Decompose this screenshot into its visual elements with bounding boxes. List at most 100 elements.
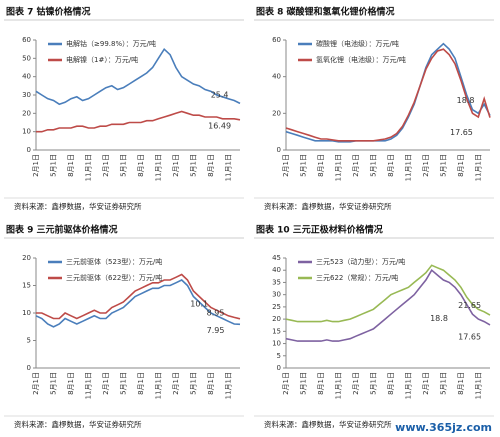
y-tick-label: 50 xyxy=(22,54,31,62)
x-tick-label: 11月1日 xyxy=(84,372,92,399)
source: 资料来源：鑫椤数据，华安证券研究所 xyxy=(264,419,392,429)
legend-label: 三元前驱体（523型）：万元/吨 xyxy=(66,257,162,266)
x-tick-label: 8月1日 xyxy=(387,154,395,177)
y-tick-label: 60 xyxy=(22,36,31,44)
annotation: 25.4 xyxy=(211,91,229,100)
legend-label: 氢氧化锂（电池级）：万元/吨 xyxy=(316,55,406,64)
x-tick-label: 5月1日 xyxy=(299,154,307,177)
annotation: 8.95 xyxy=(207,309,225,318)
x-tick-label: 2月1日 xyxy=(102,372,110,395)
x-tick-label: 5月1日 xyxy=(369,154,377,177)
y-tick-label: 25 xyxy=(272,303,281,311)
y-tick-label: 10 xyxy=(22,128,31,136)
x-tick-label: 2月1日 xyxy=(172,154,180,177)
annotation: 18.8 xyxy=(457,96,475,105)
y-tick-label: 20 xyxy=(272,109,281,117)
series-line xyxy=(36,110,241,133)
y-tick-label: 20 xyxy=(272,315,281,323)
y-tick-label: 30 xyxy=(22,91,31,99)
y-tick-label: 5 xyxy=(27,337,31,345)
x-tick-label: 5月1日 xyxy=(299,372,307,395)
y-tick-label: 35 xyxy=(272,278,281,286)
annotation: 18.8 xyxy=(430,314,448,323)
x-tick-label: 2月1日 xyxy=(352,372,360,395)
annotation: 10.1 xyxy=(190,300,208,309)
x-tick-label: 2月1日 xyxy=(172,372,180,395)
x-tick-label: 5月1日 xyxy=(439,154,447,177)
annotation: 16.49 xyxy=(208,121,231,130)
annotation: 7.95 xyxy=(207,326,225,335)
y-tick-label: 15 xyxy=(22,282,31,290)
chart-title: 图表 9 三元前驱体价格情况 xyxy=(6,224,118,236)
y-tick-label: 15 xyxy=(272,327,281,335)
x-tick-label: 8月1日 xyxy=(137,154,145,177)
series-line xyxy=(36,273,241,320)
x-tick-label: 2月1日 xyxy=(32,154,40,177)
source: 资料来源：鑫椤数据，华安证券研究所 xyxy=(264,201,392,211)
annotation: 21.65 xyxy=(458,301,481,310)
x-tick-label: 11月1日 xyxy=(404,154,412,181)
y-tick-label: 45 xyxy=(272,254,281,262)
x-tick-label: 5月1日 xyxy=(49,372,57,395)
x-tick-label: 11月1日 xyxy=(154,154,162,181)
y-tick-label: 20 xyxy=(22,254,31,262)
x-tick-label: 8月1日 xyxy=(317,154,325,177)
y-tick-label: 0 xyxy=(27,364,31,372)
x-tick-label: 2月1日 xyxy=(32,372,40,395)
x-tick-label: 5月1日 xyxy=(189,372,197,395)
x-tick-label: 5月1日 xyxy=(49,154,57,177)
x-tick-label: 11月1日 xyxy=(334,154,342,181)
legend-label: 电解镍（1#）：万元/吨 xyxy=(66,55,138,64)
series-line xyxy=(285,48,491,142)
x-tick-label: 5月1日 xyxy=(119,154,127,177)
x-tick-label: 8月1日 xyxy=(207,372,215,395)
y-tick-label: 0 xyxy=(277,146,281,154)
y-tick-label: 40 xyxy=(22,73,31,81)
y-tick-label: 10 xyxy=(272,340,281,348)
x-tick-label: 8月1日 xyxy=(457,372,465,395)
x-tick-label: 8月1日 xyxy=(387,372,395,395)
series-line xyxy=(35,47,241,106)
x-tick-label: 5月1日 xyxy=(439,372,447,395)
x-tick-label: 8月1日 xyxy=(457,154,465,177)
x-tick-label: 8月1日 xyxy=(207,154,215,177)
x-tick-label: 8月1日 xyxy=(137,372,145,395)
x-tick-label: 2月1日 xyxy=(102,154,110,177)
annotation: 17.65 xyxy=(458,333,481,342)
x-tick-label: 5月1日 xyxy=(369,372,377,395)
x-tick-label: 11月1日 xyxy=(334,372,342,399)
y-tick-label: 40 xyxy=(272,73,281,81)
x-tick-label: 11月1日 xyxy=(84,154,92,181)
x-tick-label: 2月1日 xyxy=(282,372,290,395)
x-tick-label: 11月1日 xyxy=(474,154,482,181)
y-tick-label: 60 xyxy=(272,36,281,44)
series-line xyxy=(285,42,491,143)
watermark: www.365jz.com xyxy=(395,421,492,434)
x-tick-label: 11月1日 xyxy=(474,372,482,399)
x-tick-label: 2月1日 xyxy=(422,372,430,395)
chart-title: 图表 7 钴镍价格情况 xyxy=(6,6,91,18)
chart-title: 图表 10 三元正极材料价格情况 xyxy=(256,224,383,236)
x-tick-label: 2月1日 xyxy=(352,154,360,177)
y-tick-label: 5 xyxy=(277,352,281,360)
y-tick-label: 40 xyxy=(272,266,281,274)
x-tick-label: 11月1日 xyxy=(224,372,232,399)
legend-label: 三元523（动力型）：万元/吨 xyxy=(316,257,405,266)
x-tick-label: 2月1日 xyxy=(282,154,290,177)
y-tick-label: 30 xyxy=(272,291,281,299)
series-line xyxy=(35,279,241,328)
annotation: 17.65 xyxy=(450,128,473,137)
x-tick-label: 8月1日 xyxy=(67,372,75,395)
x-tick-label: 11月1日 xyxy=(154,372,162,399)
legend-label: 三元622（常规）：万元/吨 xyxy=(316,273,398,282)
x-tick-label: 5月1日 xyxy=(119,372,127,395)
y-tick-label: 10 xyxy=(22,309,31,317)
chart-title: 图表 8 碳酸锂和氢氧化锂价格情况 xyxy=(256,6,395,18)
x-tick-label: 11月1日 xyxy=(224,154,232,181)
x-tick-label: 5月1日 xyxy=(189,154,197,177)
y-tick-label: 0 xyxy=(27,146,31,154)
series-line xyxy=(285,268,491,342)
x-tick-label: 2月1日 xyxy=(422,154,430,177)
